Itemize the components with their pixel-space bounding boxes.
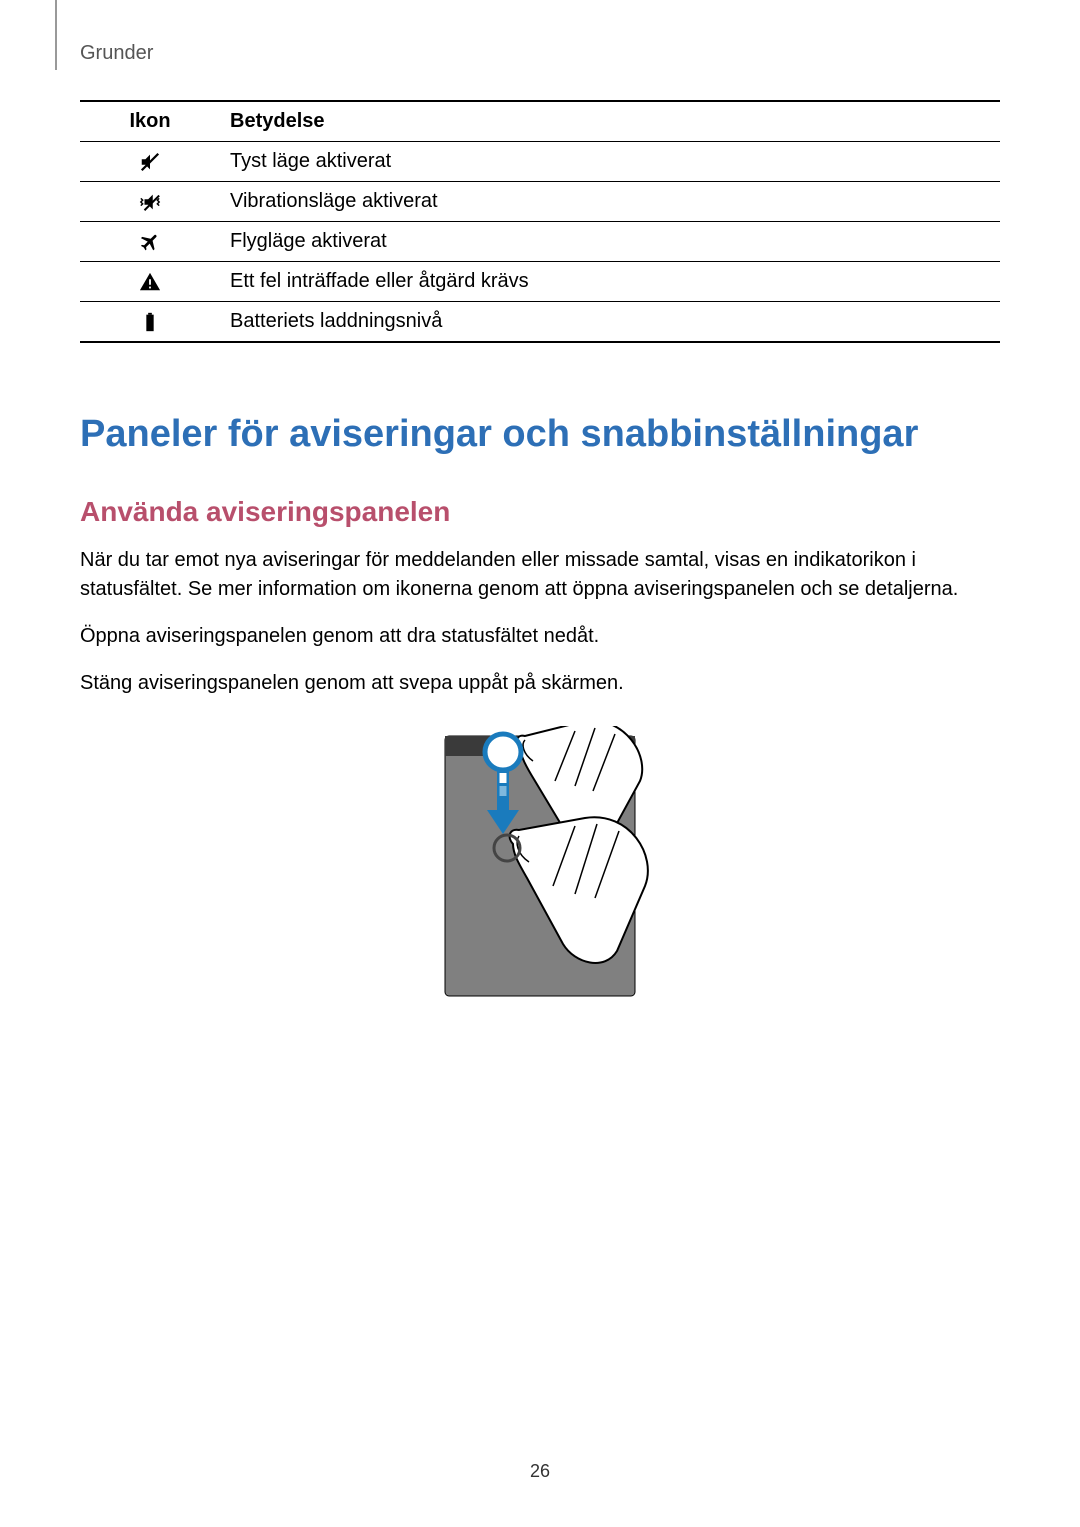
body-paragraph: Öppna aviseringspanelen genom att dra st… — [80, 622, 1000, 651]
vibrate-icon — [139, 190, 161, 212]
table-header-icon: Ikon — [80, 101, 220, 142]
meaning-cell: Tyst läge aktiverat — [220, 142, 1000, 182]
touch-indicator-top — [485, 734, 521, 770]
icon-cell-airplane — [80, 222, 220, 262]
page-content: Ikon Betydelse Tyst läge aktiverat — [80, 100, 1000, 1011]
meaning-cell: Batteriets laddningsnivå — [220, 302, 1000, 343]
page-number: 26 — [0, 1461, 1080, 1482]
swipe-down-figure: 10:00 — [425, 726, 655, 1011]
body-paragraph: När du tar emot nya aviseringar för medd… — [80, 546, 1000, 604]
table-row: Ett fel inträffade eller åtgärd krävs — [80, 262, 1000, 302]
page-top-rule — [55, 0, 57, 70]
icon-cell-vibrate — [80, 182, 220, 222]
table-header-meaning: Betydelse — [220, 101, 1000, 142]
section-subtitle: Använda aviseringspanelen — [80, 496, 1000, 528]
section-title: Paneler för aviseringar och snabbinställ… — [80, 413, 1000, 456]
meaning-cell: Flygläge aktiverat — [220, 222, 1000, 262]
table-header-row: Ikon Betydelse — [80, 101, 1000, 142]
airplane-icon — [139, 230, 161, 252]
body-paragraph: Stäng aviseringspanelen genom att svepa … — [80, 669, 1000, 698]
table-row: Flygläge aktiverat — [80, 222, 1000, 262]
table-row: Batteriets laddningsnivå — [80, 302, 1000, 343]
icon-cell-battery — [80, 302, 220, 343]
mute-icon — [139, 150, 161, 172]
icon-meaning-table: Ikon Betydelse Tyst läge aktiverat — [80, 100, 1000, 343]
table-row: Vibrationsläge aktiverat — [80, 182, 1000, 222]
table-row: Tyst läge aktiverat — [80, 142, 1000, 182]
meaning-cell: Ett fel inträffade eller åtgärd krävs — [220, 262, 1000, 302]
warning-icon — [139, 270, 161, 292]
icon-cell-warning — [80, 262, 220, 302]
meaning-cell: Vibrationsläge aktiverat — [220, 182, 1000, 222]
breadcrumb: Grunder — [80, 42, 153, 65]
battery-icon — [139, 310, 161, 332]
icon-cell-mute — [80, 142, 220, 182]
figure-wrapper: 10:00 — [80, 726, 1000, 1011]
